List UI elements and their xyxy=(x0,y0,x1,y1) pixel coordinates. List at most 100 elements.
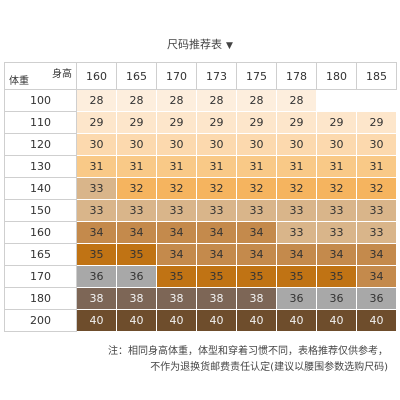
size-cell: 28 xyxy=(156,89,197,112)
table-row: 120 30 30 30 30 30 30 30 30 xyxy=(4,133,397,156)
size-cell: 33 xyxy=(356,199,397,222)
size-cell: 40 xyxy=(356,309,397,332)
table-row: 130 31 31 31 31 31 31 31 31 xyxy=(4,155,397,178)
size-cell: 33 xyxy=(316,221,357,244)
size-cell: 38 xyxy=(156,287,197,310)
size-cell: 38 xyxy=(116,287,157,310)
size-cell: 35 xyxy=(156,265,197,288)
table-corner-header: 身高 体重 xyxy=(4,62,77,90)
size-cell: 38 xyxy=(236,287,277,310)
size-cell: 28 xyxy=(236,89,277,112)
weight-header-cell: 100 xyxy=(4,89,77,112)
height-header-cell: 165 xyxy=(116,62,157,90)
size-cell: 28 xyxy=(276,89,317,112)
note-line-1: 注：相同身高体重，体型和穿着习惯不同，表格推荐仅供参考， xyxy=(108,346,388,357)
size-cell: 31 xyxy=(356,155,397,178)
height-header-cell: 180 xyxy=(316,62,357,90)
size-cell: 40 xyxy=(116,309,157,332)
disclaimer-note: 注：相同身高体重，体型和穿着习惯不同，表格推荐仅供参考， 不作为退换货邮费责任认… xyxy=(0,344,400,376)
weight-header-cell: 110 xyxy=(4,111,77,134)
size-cell: 34 xyxy=(156,221,197,244)
size-cell: 29 xyxy=(276,111,317,134)
size-cell: 30 xyxy=(276,133,317,156)
size-cell: 29 xyxy=(116,111,157,134)
size-cell: 34 xyxy=(156,243,197,266)
table-row: 110 29 29 29 29 29 29 29 29 xyxy=(4,111,397,134)
size-cell: 33 xyxy=(196,199,237,222)
weight-header-cell: 140 xyxy=(4,177,77,200)
size-cell: 30 xyxy=(236,133,277,156)
size-cell: 30 xyxy=(356,133,397,156)
table-row: 150 33 33 33 33 33 33 33 33 xyxy=(4,199,397,222)
size-cell: 35 xyxy=(76,243,117,266)
size-cell: 35 xyxy=(316,265,357,288)
size-cell: 29 xyxy=(316,111,357,134)
size-cell: 36 xyxy=(356,287,397,310)
size-cell xyxy=(316,89,357,112)
size-cell: 34 xyxy=(116,221,157,244)
weight-header-cell: 180 xyxy=(4,287,77,310)
chart-title: 尺码推荐表 ▼ xyxy=(0,36,400,52)
size-cell: 30 xyxy=(76,133,117,156)
size-cell: 34 xyxy=(196,243,237,266)
weight-header-cell: 165 xyxy=(4,243,77,266)
size-cell: 29 xyxy=(156,111,197,134)
table-row: 100 28 28 28 28 28 28 xyxy=(4,89,397,112)
size-cell: 29 xyxy=(76,111,117,134)
size-cell: 34 xyxy=(196,221,237,244)
height-axis-label: 身高 xyxy=(52,69,72,80)
table-row: 160 34 34 34 34 34 33 33 33 xyxy=(4,221,397,244)
table-row: 170 36 36 35 35 35 35 35 34 xyxy=(4,265,397,288)
size-cell: 36 xyxy=(76,265,117,288)
size-cell: 31 xyxy=(116,155,157,178)
size-cell: 30 xyxy=(196,133,237,156)
size-cell: 32 xyxy=(196,177,237,200)
weight-header-cell: 200 xyxy=(4,309,77,332)
size-cell: 34 xyxy=(276,243,317,266)
size-cell: 34 xyxy=(356,243,397,266)
height-header-cell: 170 xyxy=(156,62,197,90)
size-cell: 40 xyxy=(76,309,117,332)
height-header-cell: 178 xyxy=(276,62,317,90)
size-cell: 38 xyxy=(196,287,237,310)
size-cell: 35 xyxy=(276,265,317,288)
size-cell: 30 xyxy=(316,133,357,156)
size-cell: 31 xyxy=(276,155,317,178)
height-header-cell: 175 xyxy=(236,62,277,90)
size-cell: 29 xyxy=(356,111,397,134)
size-cell xyxy=(356,89,397,112)
size-cell: 34 xyxy=(316,243,357,266)
size-cell: 32 xyxy=(316,177,357,200)
size-cell: 33 xyxy=(236,199,277,222)
size-cell: 32 xyxy=(276,177,317,200)
size-cell: 34 xyxy=(76,221,117,244)
size-table: 身高 体重 160 165 170 173 175 178 180 185 100 28 28 28… xyxy=(4,62,397,332)
size-cell: 29 xyxy=(196,111,237,134)
size-cell: 34 xyxy=(236,243,277,266)
size-cell: 31 xyxy=(156,155,197,178)
size-cell: 33 xyxy=(156,199,197,222)
note-line-2: 不作为退换货邮费责任认定(建议以腰围参数选购尺码) xyxy=(150,362,388,373)
weight-header-cell: 130 xyxy=(4,155,77,178)
size-cell: 31 xyxy=(76,155,117,178)
size-cell: 36 xyxy=(116,265,157,288)
size-cell: 36 xyxy=(316,287,357,310)
size-cell: 33 xyxy=(116,199,157,222)
table-row: 140 33 32 32 32 32 32 32 32 xyxy=(4,177,397,200)
weight-header-cell: 150 xyxy=(4,199,77,222)
dropdown-arrow-icon: ▼ xyxy=(226,41,233,51)
table-row: 200 40 40 40 40 40 40 40 40 xyxy=(4,309,397,332)
weight-header-cell: 160 xyxy=(4,221,77,244)
size-cell: 33 xyxy=(76,177,117,200)
size-cell: 40 xyxy=(316,309,357,332)
weight-axis-label: 体重 xyxy=(9,76,29,87)
size-cell: 33 xyxy=(316,199,357,222)
size-cell: 38 xyxy=(76,287,117,310)
height-header-cell: 160 xyxy=(76,62,117,90)
size-cell: 33 xyxy=(276,199,317,222)
size-cell: 33 xyxy=(356,221,397,244)
size-cell: 35 xyxy=(116,243,157,266)
size-cell: 40 xyxy=(276,309,317,332)
size-cell: 31 xyxy=(236,155,277,178)
